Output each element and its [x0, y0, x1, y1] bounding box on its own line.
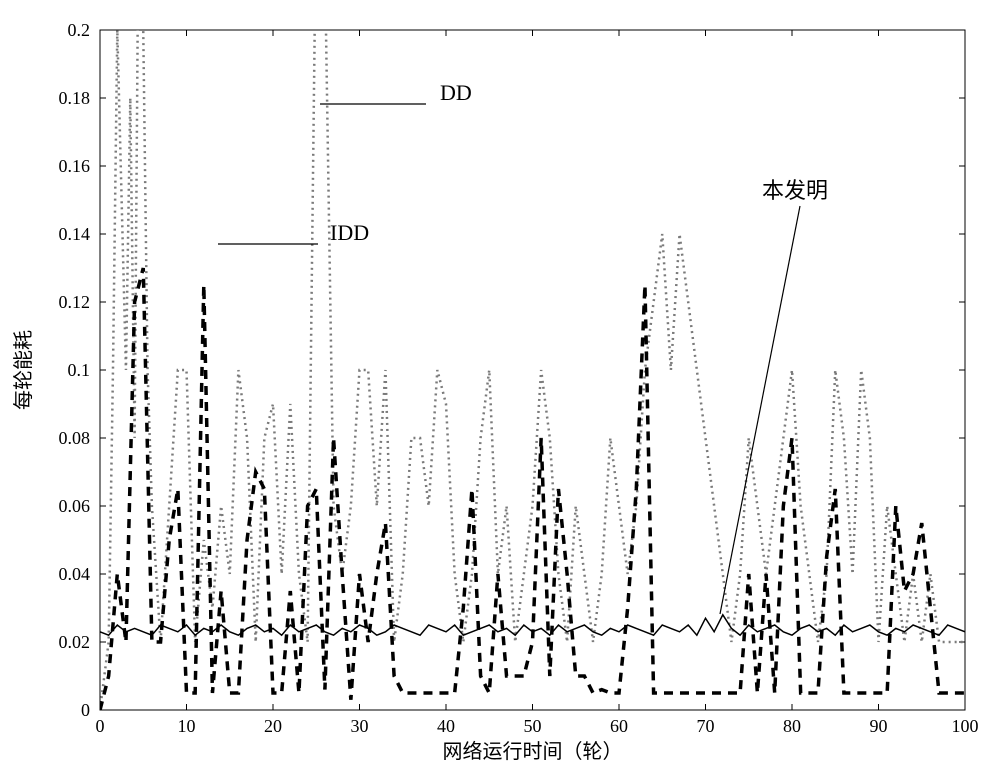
annotation-label: 本发明 — [762, 178, 828, 203]
y-tick-label: 0 — [81, 700, 90, 720]
plot-border — [100, 30, 965, 710]
y-tick-label: 0.06 — [59, 496, 91, 516]
x-tick-label: 20 — [264, 716, 282, 736]
chart-container: 0 10 20 30 40 50 60 70 80 90 100 网络运行时间（轮） 0 0.02 0.04… — [0, 0, 1000, 775]
annotation-line — [720, 206, 800, 614]
y-tick-label: 0.12 — [59, 292, 91, 312]
x-tick-label: 10 — [178, 716, 196, 736]
y-tick-label: 0.14 — [59, 224, 91, 244]
plot-lines — [100, 0, 965, 710]
x-tick-label: 30 — [351, 716, 369, 736]
chart-svg: 0 10 20 30 40 50 60 70 80 90 100 网络运行时间（轮） 0 0.02 0.04… — [0, 0, 1000, 775]
x-tick-label: 40 — [437, 716, 455, 736]
y-tick-label: 0.16 — [59, 156, 91, 176]
x-axis-label: 网络运行时间（轮） — [443, 740, 623, 763]
x-tick-label: 50 — [524, 716, 542, 736]
x-tick-label: 100 — [952, 716, 979, 736]
annotation-label: DD — [440, 80, 472, 105]
y-axis-label: 每轮能耗 — [12, 330, 35, 410]
y-tick-label: 0.04 — [59, 564, 91, 584]
y-tick-label: 0.1 — [68, 360, 91, 380]
y-tick-label: 0.08 — [59, 428, 91, 448]
x-tick-label: 60 — [610, 716, 628, 736]
x-tick-label: 70 — [697, 716, 715, 736]
x-tick-label: 90 — [870, 716, 888, 736]
x-tick-label: 80 — [783, 716, 801, 736]
y-tick-label: 0.18 — [59, 88, 91, 108]
annotation-label: IDD — [330, 220, 369, 245]
x-tick-label: 0 — [96, 716, 105, 736]
y-tick-label: 0.2 — [68, 20, 91, 40]
y-tick-label: 0.02 — [59, 632, 91, 652]
